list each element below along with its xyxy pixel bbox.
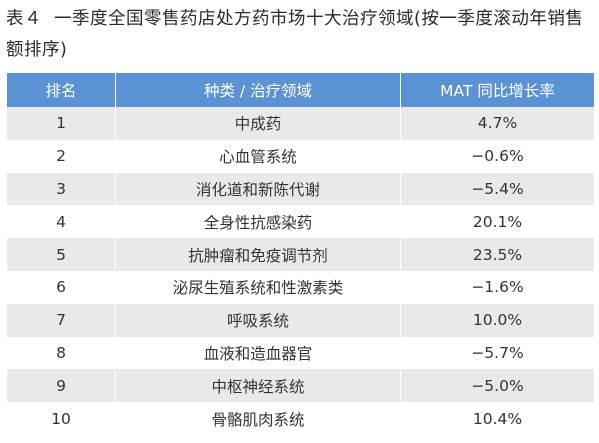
table-header-row: 排名 种类 / 治疗领域 MAT 同比增长率	[7, 73, 594, 107]
cell-rank: 4	[7, 205, 116, 239]
cell-mat-growth: −0.6%	[400, 139, 594, 173]
cell-rank: 5	[7, 238, 116, 271]
table-row: 6 泌尿生殖系统和性激素类 −1.6%	[7, 270, 594, 304]
header-mat-growth: MAT 同比增长率	[400, 73, 594, 107]
cell-rank: 6	[7, 270, 116, 304]
cell-mat-growth: −1.6%	[400, 270, 594, 304]
cell-rank: 7	[7, 303, 116, 337]
table-row: 3 消化道和新陈代谢 −5.4%	[7, 172, 594, 206]
cell-category: 泌尿生殖系统和性激素类	[115, 270, 401, 304]
table-row: 9 中枢神经系统 −5.0%	[7, 369, 594, 403]
table-caption: 表４ 一季度全国零售药店处方药市场十大治疗领域(按一季度滚动年销售额排序)	[6, 4, 596, 66]
therapy-area-table: 排名 种类 / 治疗领域 MAT 同比增长率 1 中成药 4.7% 2 心血管系…	[7, 73, 594, 435]
cell-mat-growth: −5.0%	[400, 369, 594, 403]
cell-mat-growth: −5.7%	[400, 336, 594, 370]
table-row: 10 骨骼肌肉系统 10.4%	[7, 402, 594, 435]
table-row: 4 全身性抗感染药 20.1%	[7, 205, 594, 239]
cell-mat-growth: 10.4%	[400, 402, 594, 435]
cell-category: 呼吸系统	[115, 303, 401, 337]
header-rank: 排名	[7, 73, 116, 107]
header-category: 种类 / 治疗领域	[115, 73, 401, 107]
cell-category: 消化道和新陈代谢	[115, 172, 401, 206]
table-row: 8 血液和造血器官 −5.7%	[7, 336, 594, 370]
table-row: 2 心血管系统 −0.6%	[7, 139, 594, 173]
table-row: 1 中成药 4.7%	[7, 107, 594, 140]
cell-rank: 2	[7, 139, 116, 173]
cell-rank: 3	[7, 172, 116, 206]
table-title: 一季度全国零售药店处方药市场十大治疗领域(按一季度滚动年销售额排序)	[6, 9, 584, 60]
cell-mat-growth: 10.0%	[400, 303, 594, 337]
cell-mat-growth: 23.5%	[400, 238, 594, 271]
cell-category: 血液和造血器官	[115, 336, 401, 370]
cell-rank: 10	[7, 402, 116, 435]
cell-rank: 9	[7, 369, 116, 403]
cell-category: 骨骼肌肉系统	[115, 402, 401, 435]
cell-rank: 1	[7, 107, 116, 140]
cell-category: 全身性抗感染药	[115, 205, 401, 239]
table-row: 5 抗肿瘤和免疫调节剂 23.5%	[7, 238, 594, 271]
table-row: 7 呼吸系统 10.0%	[7, 303, 594, 337]
cell-category: 中枢神经系统	[115, 369, 401, 403]
table-number: 表４	[6, 9, 42, 29]
cell-category: 抗肿瘤和免疫调节剂	[115, 238, 401, 271]
cell-category: 心血管系统	[115, 139, 401, 173]
cell-mat-growth: 20.1%	[400, 205, 594, 239]
cell-rank: 8	[7, 336, 116, 370]
cell-category: 中成药	[115, 107, 401, 140]
cell-mat-growth: 4.7%	[400, 107, 594, 140]
cell-mat-growth: −5.4%	[400, 172, 594, 206]
